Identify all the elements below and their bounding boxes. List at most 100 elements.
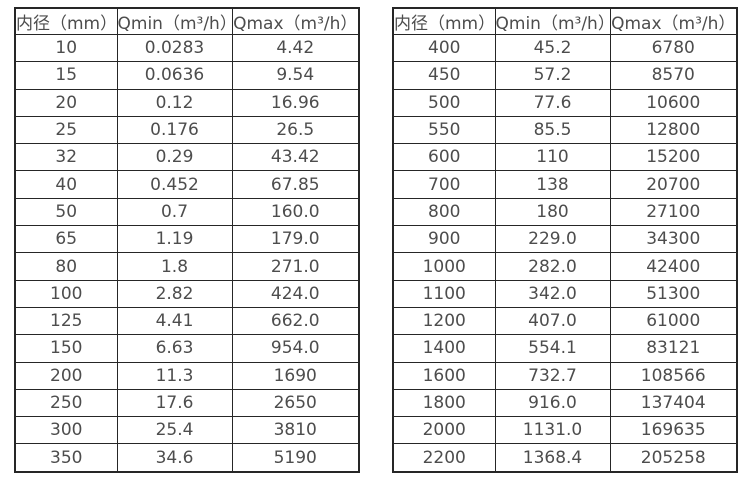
- table-cell: 250: [14, 388, 118, 418]
- table-cell: 15200: [609, 143, 738, 172]
- table-row: 1100 342.0 51300: [392, 279, 738, 308]
- table-cell: 900: [392, 225, 496, 254]
- table-cell: 600: [392, 143, 496, 172]
- table-cell: 32: [14, 143, 118, 172]
- table-cell: 9.54: [231, 61, 360, 90]
- table-row: 1800 916.0 137404: [392, 388, 738, 418]
- table-cell: 700: [392, 170, 496, 199]
- table-cell: 138: [494, 170, 611, 199]
- table-cell: 2650: [231, 388, 360, 418]
- table-cell: 50: [14, 197, 118, 227]
- table-cell: 57.2: [494, 61, 611, 90]
- table-cell: 400: [392, 33, 496, 63]
- column-header: Qmin（m³/h）: [116, 7, 233, 35]
- table-cell: 2.82: [116, 279, 233, 308]
- table-cell: 110: [494, 143, 611, 172]
- table-cell: 1800: [392, 388, 496, 418]
- table-cell: 1000: [392, 252, 496, 281]
- table-row: 1200 407.0 61000: [392, 306, 738, 336]
- table-cell: 80: [14, 252, 118, 281]
- table-cell: 554.1: [494, 334, 611, 363]
- table-cell: 11.3: [116, 361, 233, 390]
- table-cell: 180: [494, 197, 611, 227]
- table-cell: 1690: [231, 361, 360, 390]
- table-cell: 732.7: [494, 361, 611, 390]
- table-row: 500 77.6 10600: [392, 88, 738, 117]
- table-cell: 800: [392, 197, 496, 227]
- table-row: 150 6.63 954.0: [14, 334, 360, 363]
- table-row: 1000 282.0 42400: [392, 252, 738, 281]
- table-row: 450 57.2 8570: [392, 61, 738, 90]
- table-cell: 0.7: [116, 197, 233, 227]
- table-cell: 271.0: [231, 252, 360, 281]
- table-cell: 450: [392, 61, 496, 90]
- table-cell: 229.0: [494, 225, 611, 254]
- table-cell: 15: [14, 61, 118, 90]
- table-row: 600 110 15200: [392, 143, 738, 172]
- table-cell: 500: [392, 88, 496, 117]
- table-cell: 10600: [609, 88, 738, 117]
- table-row: 1600 732.7 108566: [392, 361, 738, 390]
- table-cell: 0.12: [116, 88, 233, 117]
- table-cell: 4.42: [231, 33, 360, 63]
- table-cell: 160.0: [231, 197, 360, 227]
- table-cell: 2000: [392, 416, 496, 445]
- table-row: 400 45.2 6780: [392, 33, 738, 63]
- table-cell: 34300: [609, 225, 738, 254]
- table-row: 125 4.41 662.0: [14, 306, 360, 336]
- table-cell: 1400: [392, 334, 496, 363]
- table-cell: 20: [14, 88, 118, 117]
- table-row: 32 0.29 43.42: [14, 143, 360, 172]
- table-cell: 0.176: [116, 115, 233, 145]
- table-cell: 200: [14, 361, 118, 390]
- table-row: 900 229.0 34300: [392, 225, 738, 254]
- table-cell: 2200: [392, 443, 496, 473]
- table-cell: 42400: [609, 252, 738, 281]
- table-cell: 25: [14, 115, 118, 145]
- table-cell: 150: [14, 334, 118, 363]
- table-cell: 350: [14, 443, 118, 473]
- table-cell: 0.29: [116, 143, 233, 172]
- table-cell: 300: [14, 416, 118, 445]
- table-cell: 25.4: [116, 416, 233, 445]
- table-cell: 342.0: [494, 279, 611, 308]
- table-cell: 282.0: [494, 252, 611, 281]
- table-row: 200 11.3 1690: [14, 361, 360, 390]
- table-cell: 424.0: [231, 279, 360, 308]
- table-cell: 34.6: [116, 443, 233, 473]
- table-row: 65 1.19 179.0: [14, 225, 360, 254]
- table-cell: 6780: [609, 33, 738, 63]
- table-cell: 45.2: [494, 33, 611, 63]
- table-row: 20 0.12 16.96: [14, 88, 360, 117]
- table-cell: 137404: [609, 388, 738, 418]
- table-cell: 43.42: [231, 143, 360, 172]
- header-row: 内径（mm） Qmin（m³/h） Qmax（m³/h）: [392, 7, 738, 35]
- table-cell: 12800: [609, 115, 738, 145]
- table-row: 800 180 27100: [392, 197, 738, 227]
- table-cell: 67.85: [231, 170, 360, 199]
- table-cell: 83121: [609, 334, 738, 363]
- table-row: 15 0.0636 9.54: [14, 61, 360, 90]
- table-row: 50 0.7 160.0: [14, 197, 360, 227]
- table-row: 300 25.4 3810: [14, 416, 360, 445]
- table-cell: 0.0636: [116, 61, 233, 90]
- table-cell: 1600: [392, 361, 496, 390]
- table-cell: 26.5: [231, 115, 360, 145]
- table-cell: 108566: [609, 361, 738, 390]
- table-row: 350 34.6 5190: [14, 443, 360, 473]
- table-row: 250 17.6 2650: [14, 388, 360, 418]
- flow-table-small-diameters: 内径（mm） Qmin（m³/h） Qmax（m³/h） 10 0.0283 4.42 15…: [14, 7, 360, 473]
- column-header: 内径（mm）: [392, 7, 496, 35]
- column-header: Qmin（m³/h）: [494, 7, 611, 35]
- table-cell: 954.0: [231, 334, 360, 363]
- table-cell: 0.452: [116, 170, 233, 199]
- table-row: 550 85.5 12800: [392, 115, 738, 145]
- table-cell: 1.19: [116, 225, 233, 254]
- table-cell: 179.0: [231, 225, 360, 254]
- table-row: 40 0.452 67.85: [14, 170, 360, 199]
- table-cell: 8570: [609, 61, 738, 90]
- column-header: Qmax（m³/h）: [609, 7, 738, 35]
- table-cell: 85.5: [494, 115, 611, 145]
- table-cell: 40: [14, 170, 118, 199]
